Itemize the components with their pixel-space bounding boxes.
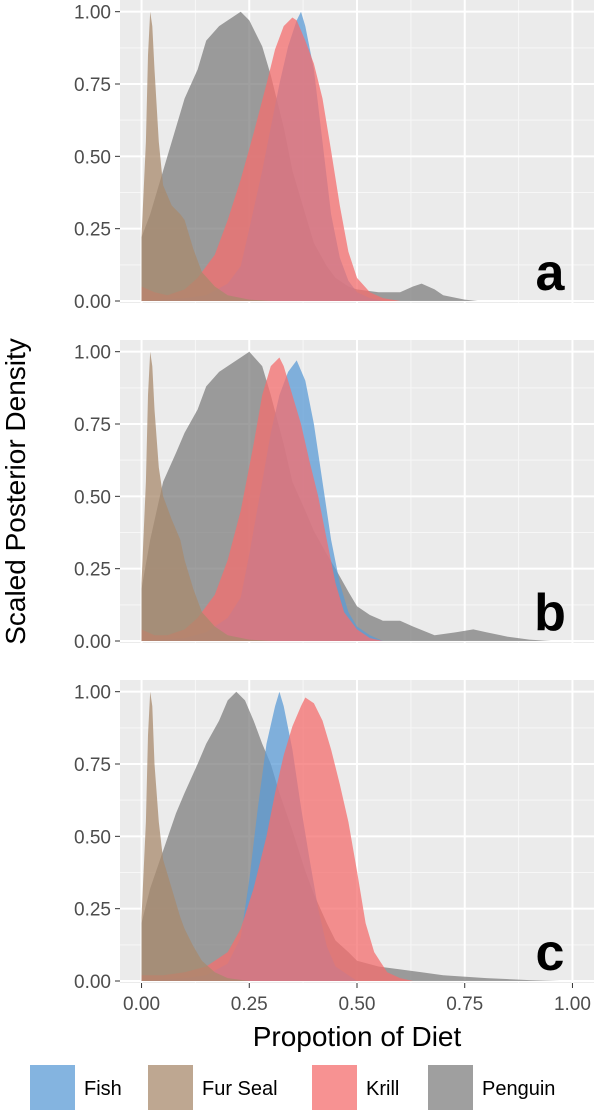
y-tick-label: 1.00 (74, 3, 111, 24)
y-tick-label: 0.25 (74, 900, 111, 921)
legend-swatch (30, 1065, 75, 1110)
y-tick-label: 0.25 (74, 220, 111, 241)
density-krill-panel-b (141, 357, 383, 641)
y-tick-label: 0.75 (74, 75, 111, 96)
density-krill-panel-c (141, 697, 413, 981)
y-tick-label: 0.50 (74, 147, 111, 168)
density-krill-panel-a (141, 17, 401, 301)
panel-label: c (536, 924, 565, 982)
y-axis-title: Scaled Posterior Density (0, 338, 31, 645)
panel-label: a (536, 244, 566, 302)
y-tick-label: 1.00 (74, 343, 111, 364)
panel-label: b (534, 584, 566, 642)
legend-label: Penguin (482, 1078, 555, 1100)
legend-label: Fish (84, 1078, 122, 1100)
y-tick-label: 0.50 (74, 487, 111, 508)
y-tick-label: 0.00 (74, 972, 111, 993)
legend-swatch (312, 1065, 357, 1110)
y-tick-label: 0.75 (74, 415, 111, 436)
x-axis-title: Propotion of Diet (253, 1021, 462, 1052)
x-tick-label: 0.25 (231, 994, 268, 1015)
legend-label: Fur Seal (202, 1078, 278, 1100)
y-tick-label: 0.50 (74, 827, 111, 848)
y-tick-label: 1.00 (74, 683, 111, 704)
legend-swatch (428, 1065, 473, 1110)
y-tick-label: 0.00 (74, 292, 111, 313)
y-tick-label: 0.75 (74, 755, 111, 776)
density-fur-seal-panel-a (141, 11, 271, 301)
x-tick-label: 0.50 (339, 994, 376, 1015)
x-tick-label: 0.75 (446, 994, 483, 1015)
x-tick-label: 0.00 (123, 994, 160, 1015)
legend-swatch (148, 1065, 193, 1110)
y-tick-label: 0.25 (74, 560, 111, 581)
density-fur-seal-panel-c (141, 691, 250, 981)
density-fur-seal-panel-b (141, 351, 271, 641)
x-tick-label: 1.00 (554, 994, 591, 1015)
legend-label: Krill (366, 1078, 399, 1100)
y-tick-label: 0.00 (74, 632, 111, 653)
